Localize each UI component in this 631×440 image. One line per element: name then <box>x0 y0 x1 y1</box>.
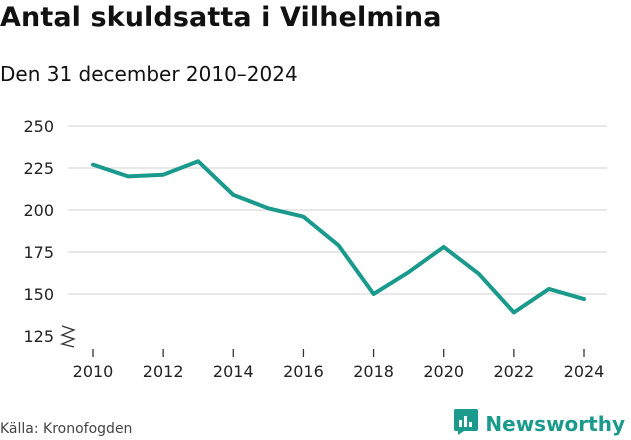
y-axis-ticks: 125 150 175 200 225 250 <box>23 117 54 346</box>
x-tick-label: 2020 <box>423 362 464 381</box>
data-point <box>196 159 200 163</box>
x-axis-ticks: 2010 2012 2014 2016 2018 2020 2022 2024 <box>73 349 605 381</box>
data-point <box>161 173 165 177</box>
x-tick-label: 2016 <box>283 362 324 381</box>
chart-subtitle: Den 31 december 2010–2024 <box>0 62 298 86</box>
data-point <box>231 193 235 197</box>
chart-title: Antal skuldsatta i Vilhelmina <box>0 2 442 33</box>
x-tick-label: 2024 <box>564 362 605 381</box>
data-point <box>477 272 481 276</box>
data-point <box>407 270 411 274</box>
y-tick-label: 250 <box>23 117 54 136</box>
data-point <box>266 206 270 210</box>
data-point <box>512 310 516 314</box>
data-point <box>372 292 376 296</box>
series-line <box>91 159 586 315</box>
data-point <box>547 287 551 291</box>
y-tick-label: 125 <box>23 327 54 346</box>
brand-name: Newsworthy <box>485 412 625 436</box>
x-tick-label: 2014 <box>213 362 254 381</box>
gridlines <box>68 125 607 295</box>
y-tick-label: 200 <box>23 201 54 220</box>
bar-chart-speech-bubble-icon <box>453 408 479 440</box>
data-point <box>301 215 305 219</box>
data-point <box>337 243 341 247</box>
source-note: Källa: Kronofogden <box>0 421 133 437</box>
x-tick-label: 2010 <box>73 362 114 381</box>
x-tick-label: 2018 <box>353 362 394 381</box>
y-tick-label: 175 <box>23 243 54 262</box>
zigzag-axis-break-icon <box>59 325 76 348</box>
axis-break <box>59 325 76 348</box>
data-point <box>442 245 446 249</box>
brand-logo: Newsworthy <box>453 408 625 440</box>
y-tick-label: 150 <box>23 285 54 304</box>
x-tick-label: 2012 <box>143 362 184 381</box>
x-tick-label: 2022 <box>493 362 534 381</box>
y-tick-label: 225 <box>23 159 54 178</box>
series-layer <box>91 159 586 315</box>
data-point <box>126 174 130 178</box>
data-point <box>91 163 95 167</box>
data-point <box>582 297 586 301</box>
